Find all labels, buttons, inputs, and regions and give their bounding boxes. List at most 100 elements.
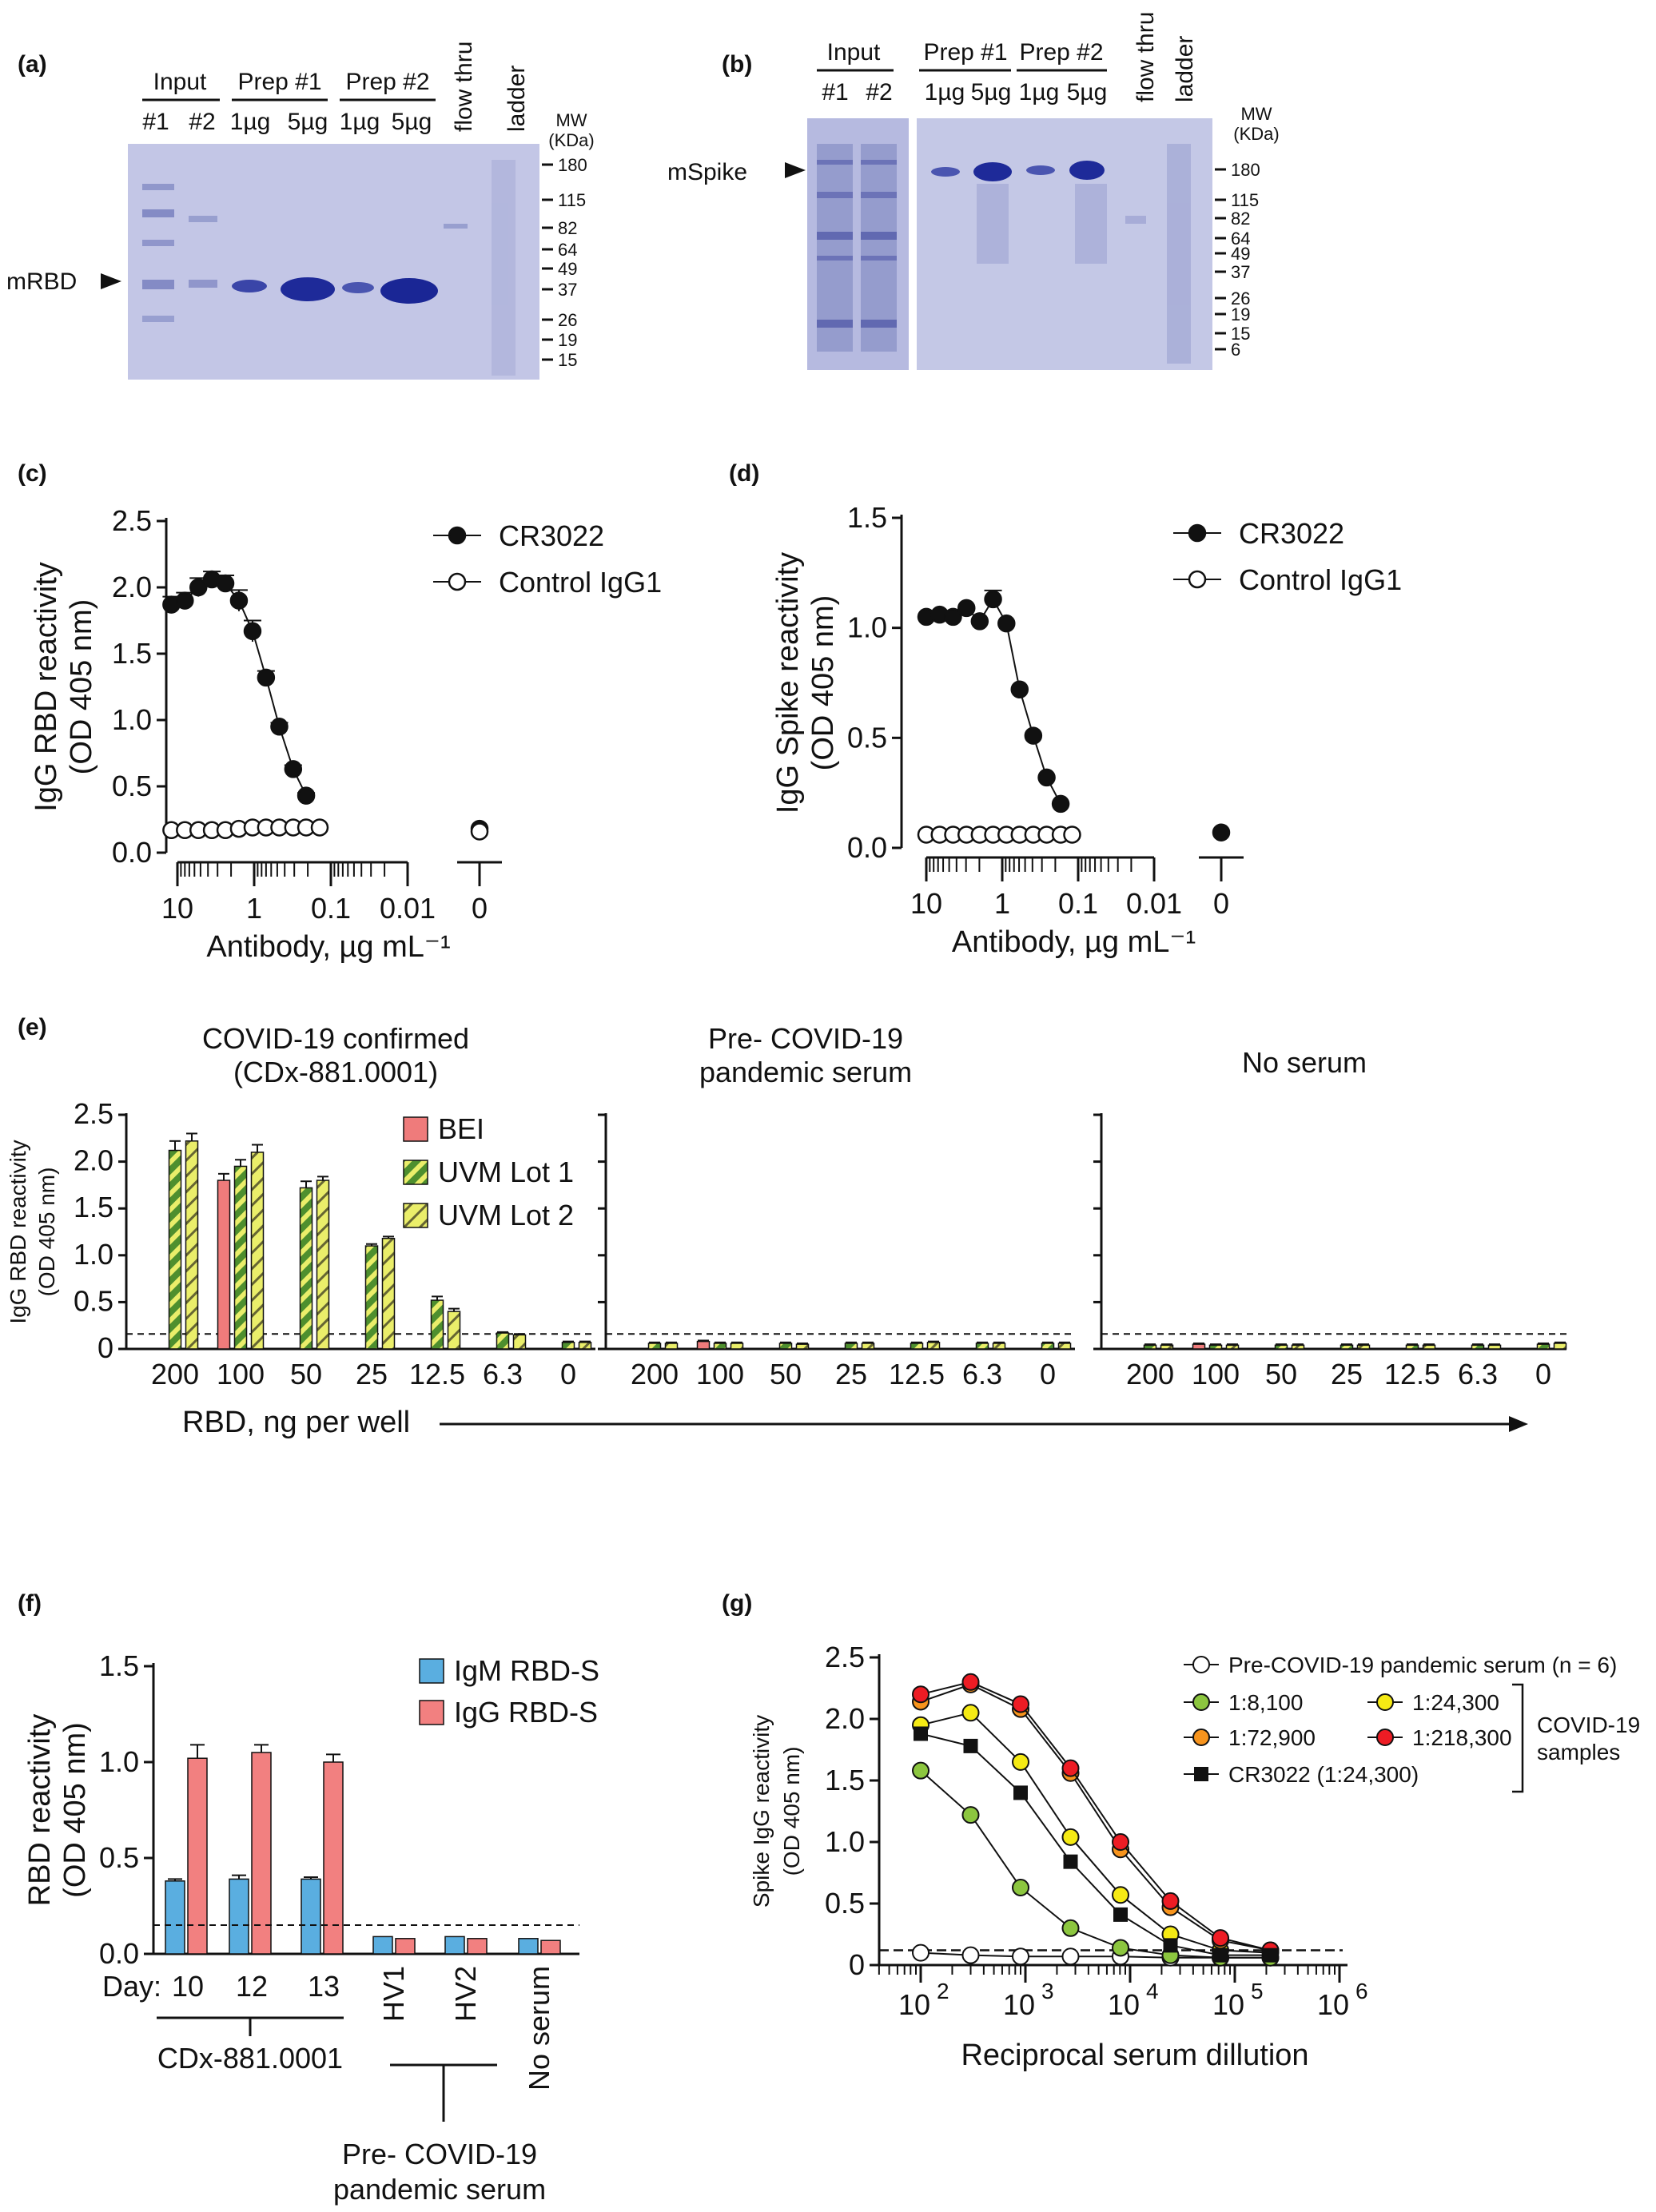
y-axis-label: RBD reactivity(OD 405 nm) — [23, 1714, 92, 1907]
data-point-1:218,300-3 — [1061, 1759, 1080, 1777]
mw-label-180: 180 — [1231, 160, 1260, 180]
gel-b-lane-flow: flow thru — [1133, 12, 1159, 102]
x-tick-label-1-4: 12.5 — [889, 1358, 945, 1390]
data-point-CR3022-4 — [216, 574, 235, 593]
x-tick-label-3: 10 — [1212, 1988, 1244, 2021]
data-point-1:24,300-4 — [1112, 1886, 1130, 1904]
data-point-1:8,100-1 — [961, 1806, 980, 1824]
x-tick-label-3: HV1 — [377, 1966, 410, 2022]
gel-a-band-prep2-5ug — [380, 278, 438, 304]
mw-label-37: 37 — [1231, 262, 1250, 282]
data-point-CR3022-5 — [984, 590, 1002, 609]
bar-UVM Lot 1-0 — [1536, 1343, 1551, 1350]
data-point-1:218,300-1 — [961, 1673, 980, 1691]
bar-UVM Lot 1-0 — [561, 1342, 575, 1350]
data-point-1:24,300-1 — [961, 1704, 980, 1722]
bar-IgM RBD-S-12 — [229, 1878, 249, 1955]
subpanel-2: No serum 200 100 50 25 12.5 6.3 0 — [1093, 1046, 1567, 1390]
data-point-1:218,300-6 — [1212, 1929, 1230, 1947]
bar-IgG RBD-S-13 — [323, 1761, 344, 1955]
data-point-CR3022-2 — [944, 607, 962, 627]
y-tick-label-1.0: 1.0 — [112, 703, 152, 736]
panel-e-label: (e) — [18, 1014, 47, 1040]
data-point-CR3022 (1:24,300)-5 — [1163, 1938, 1178, 1953]
gel-b-image-right — [917, 118, 1212, 370]
legend-label-2: UVM Lot 2 — [438, 1199, 574, 1231]
bar-IgG RBD-S-12 — [251, 1752, 272, 1955]
data-point-1:218,300-2 — [1012, 1695, 1030, 1713]
data-point-CR3022-10 — [297, 786, 316, 805]
y-axis-label-line-2: (OD 405 nm) — [806, 595, 840, 771]
y-tick-label-0: 0 — [849, 1948, 865, 1981]
data-point-CR3022-4 — [970, 612, 989, 631]
bar-IgG RBD-S-10 — [187, 1757, 208, 1955]
gel-a-mw-title: MW — [555, 110, 587, 130]
x-tick-exp-4: 6 — [1355, 1979, 1368, 2003]
data-point-CR3022-1 — [176, 591, 194, 610]
gel-b-group-prep1: Prep #1 — [923, 39, 1007, 66]
y-tick-label-4: 2.0 — [825, 1702, 865, 1735]
gel-b-band-prep2-5ug — [1069, 161, 1105, 180]
y-axis-label: IgG RBD reactivity(OD 405 nm) — [30, 562, 98, 812]
data-point-CR3022 (1:24,300)-0 — [914, 1726, 928, 1741]
bar-UVM Lot 2-6.3 — [1487, 1344, 1502, 1350]
gel-b-group-input: Input — [827, 39, 881, 66]
x-tick-label-1-2: 50 — [770, 1358, 802, 1390]
x-tick-label-1-5: 6.3 — [962, 1358, 1002, 1390]
x-tick-label-2-1: 100 — [1192, 1358, 1240, 1390]
legend-label-3: 1:72,900 — [1228, 1725, 1316, 1750]
y-tick-label-3: 1.5 — [99, 1649, 139, 1682]
group-label-pre-1: Pre- COVID-19 — [342, 2138, 537, 2170]
gel-a-lane-6: 5µg — [392, 109, 432, 135]
x-tick-label-0-5: 6.3 — [483, 1358, 523, 1390]
y-axis-label: IgG RBD reactivity(OD 405 nm) — [6, 1140, 59, 1323]
legend-bracket — [1512, 1683, 1524, 1793]
y-tick-label-1.5: 1.5 — [112, 637, 152, 670]
bar-UVM Lot 2-12.5 — [447, 1311, 461, 1350]
x-tick-label-4: HV2 — [449, 1966, 482, 2022]
bar-UVM Lot 2-25 — [861, 1343, 875, 1350]
legend-label-5: CR3022 (1:24,300) — [1228, 1762, 1419, 1787]
subpanel-title-0-1: (CDx-881.0001) — [233, 1056, 438, 1088]
y-axis-label-line-1: IgG RBD reactivity — [30, 562, 63, 812]
data-point-CR3022-7 — [257, 668, 276, 687]
data-point-CR3022-8 — [1024, 726, 1043, 745]
x-tick-label-2: 13 — [308, 1970, 340, 2003]
bar-IgM RBD-S-HV1 — [372, 1936, 393, 1955]
data-point-1:218,300-5 — [1161, 1892, 1180, 1910]
x-tick-label-3: 0.01 — [380, 892, 436, 925]
legend-marker-1 — [448, 572, 467, 591]
mw-label-26: 26 — [1231, 288, 1250, 308]
bar-UVM Lot 2-12.5 — [926, 1342, 941, 1350]
mw-label-115: 115 — [558, 190, 586, 210]
y-tick-label-4: 2.0 — [74, 1144, 113, 1177]
gel-b-lane-ladder: ladder — [1172, 36, 1198, 102]
legend-marker-0 — [448, 526, 467, 545]
y-axis-label-line-1: IgG RBD reactivity — [6, 1140, 30, 1323]
data-point-Pre-COVID-19 pandemic serum (n = 6)-2 — [1012, 1947, 1030, 1966]
series-line-CR3022 (1:24,300) — [920, 1733, 1271, 1956]
y-tick-label-0: 0.0 — [99, 1937, 139, 1970]
bar-IgG RBD-S-HV2 — [467, 1938, 488, 1955]
panel-d-label: (d) — [729, 460, 759, 487]
x-tick-label-2-6: 0 — [1535, 1358, 1551, 1390]
gel-a-lane-ladder: ladder — [504, 66, 530, 132]
bar-IgM RBD-S-HV2 — [444, 1936, 465, 1955]
gel-a-lane-4: 5µg — [288, 109, 328, 135]
bracket-label-2: samples — [1537, 1740, 1620, 1764]
bar-UVM Lot 1-12.5 — [910, 1343, 924, 1350]
y-tick-label-1.0: 1.0 — [847, 611, 887, 644]
data-point-CR3022-6 — [243, 622, 262, 641]
x-tick-label-1-6: 0 — [1040, 1358, 1056, 1390]
gel-b-lane-4: 5µg — [971, 79, 1012, 105]
x-tick-label-2-5: 6.3 — [1458, 1358, 1498, 1390]
x-tick-label-2-4: 12.5 — [1384, 1358, 1440, 1390]
bar-UVM Lot 1-50 — [1274, 1344, 1288, 1350]
legend-marker-2 — [1376, 1693, 1394, 1711]
y-tick-label-0.0: 0.0 — [112, 836, 152, 869]
gel-b-band-prep1-1ug — [931, 167, 960, 177]
bar-BEI-100 — [696, 1340, 711, 1350]
chart-g: 0 0.5 1.0 1.5 2.0 2.5 Spike IgG reactivity (OD … — [749, 1641, 1640, 2072]
